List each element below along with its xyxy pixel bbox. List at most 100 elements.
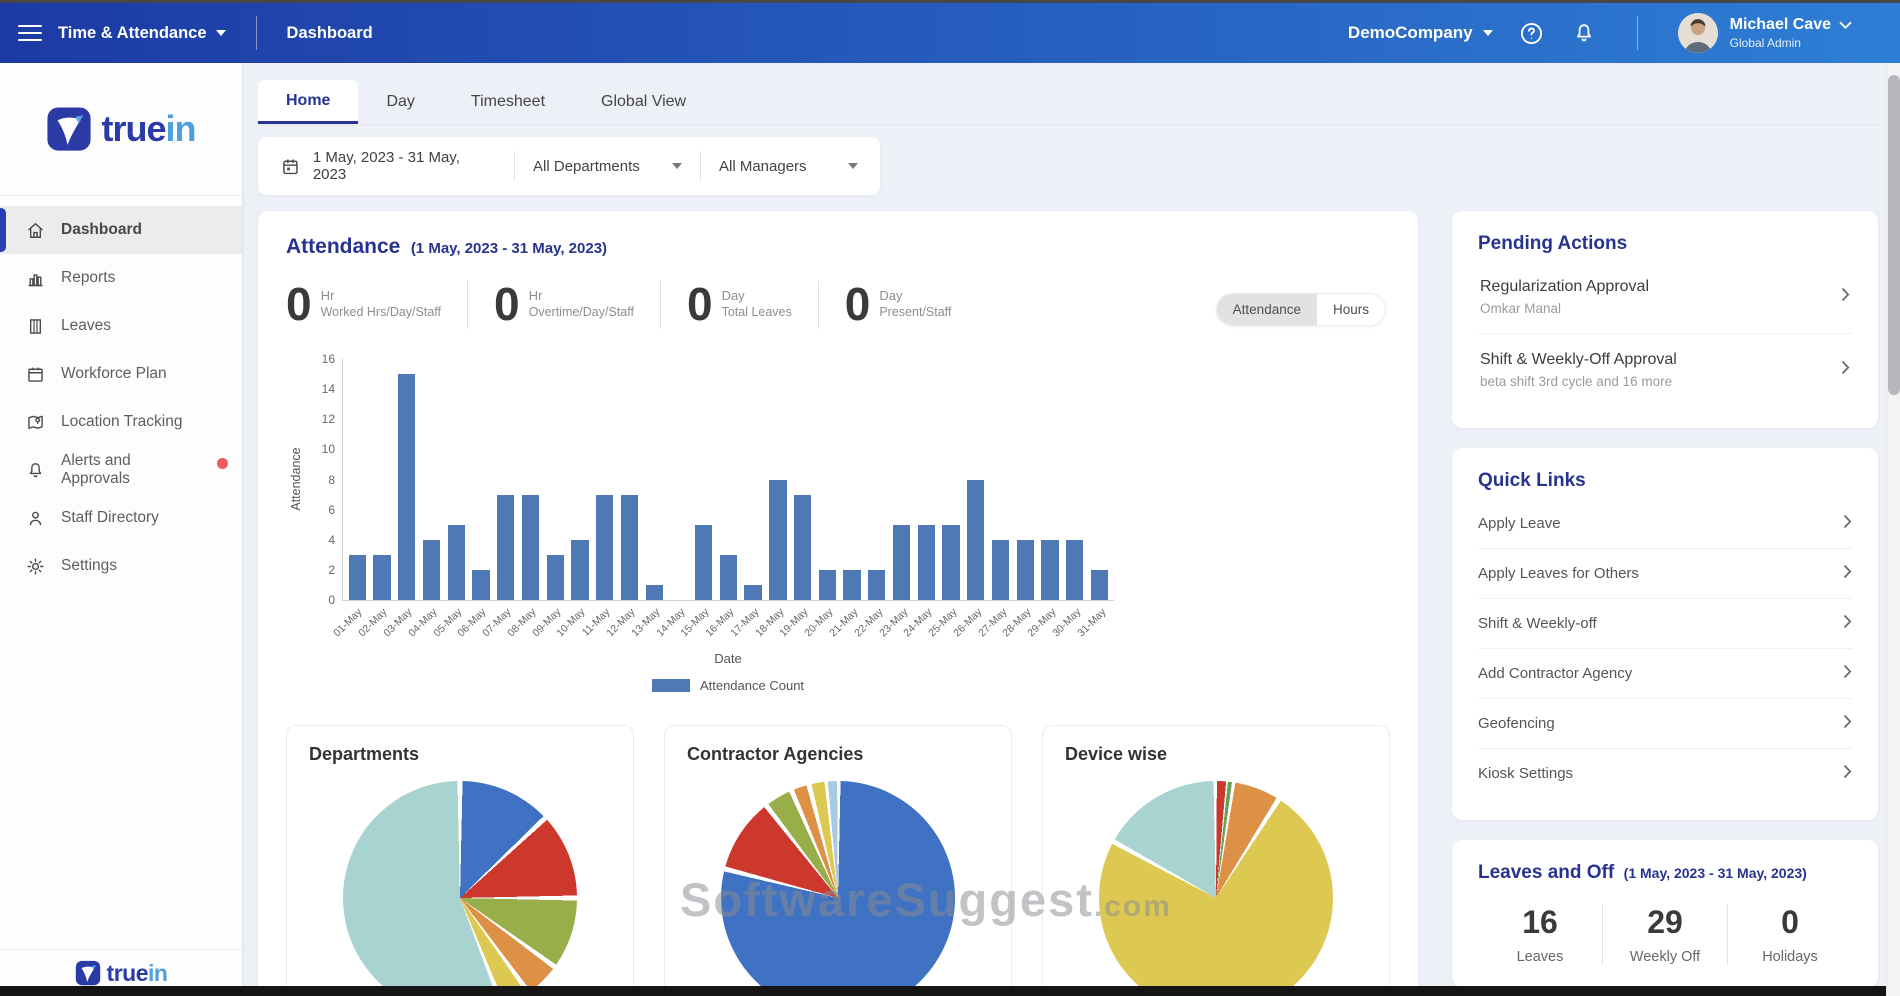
bar-slot [716, 359, 741, 600]
bar-24-May [917, 524, 935, 600]
sidebar-item-alerts-and-approvals[interactable]: Alerts and Approvals [0, 446, 242, 494]
hamburger-menu-icon[interactable] [18, 24, 42, 42]
pending-action-title: Regularization Approval [1480, 278, 1649, 295]
leaves-stat-value: 29 [1647, 904, 1683, 940]
bar-13-May [645, 584, 663, 600]
settings-gear-icon [25, 556, 46, 577]
notification-dot [217, 458, 228, 469]
leaves-and-off-card: Leaves and Off (1 May, 2023 - 31 May, 20… [1452, 840, 1878, 987]
bar-slot [988, 359, 1013, 600]
quick-link-kiosk-settings[interactable]: Kiosk Settings [1478, 748, 1852, 798]
pending-action-item[interactable]: Shift & Weekly-Off Approval beta shift 3r… [1478, 333, 1852, 406]
pie-card-device-wise: Device wise [1042, 725, 1390, 996]
x-axis-label: Date [714, 651, 742, 666]
leaves-stat-leaves: 16 Leaves [1478, 904, 1602, 965]
quick-link-geofencing[interactable]: Geofencing [1478, 698, 1852, 748]
quick-link-label: Geofencing [1478, 715, 1555, 732]
tab-timesheet[interactable]: Timesheet [470, 93, 546, 110]
truein-logo: truein [0, 63, 242, 195]
leaves-stat-value: 0 [1781, 904, 1799, 940]
chevron-right-icon [1841, 287, 1850, 307]
bar-06-May [472, 569, 490, 600]
notifications-bell-icon[interactable] [1571, 20, 1597, 46]
caret-down-icon [672, 163, 682, 169]
y-tick: 6 [328, 502, 335, 517]
tab-global-view[interactable]: Global View [601, 93, 687, 110]
company-selector[interactable]: DemoCompany [1348, 23, 1493, 43]
sidebar-item-workforce-plan[interactable]: Workforce Plan [0, 350, 242, 398]
stat-labels: Hr Overtime/Day/Staff [529, 283, 634, 319]
tab-day[interactable]: Day [386, 93, 415, 110]
right-column: Pending Actions Regularization Approval O… [1452, 211, 1878, 987]
quick-link-add-contractor-agency[interactable]: Add Contractor Agency [1478, 648, 1852, 698]
bar-21-May [843, 569, 861, 600]
sidebar-item-settings[interactable]: Settings [0, 542, 242, 590]
scrollbar-thumb[interactable] [1888, 75, 1900, 395]
managers-select-value: All Managers [719, 157, 807, 175]
chevron-right-icon [1843, 564, 1852, 583]
attendance-hours-toggle[interactable]: Attendance Hours [1215, 293, 1386, 326]
bar-18-May [769, 479, 787, 600]
y-axis-label: Attendance [289, 447, 303, 511]
quick-link-apply-leaves-for-others[interactable]: Apply Leaves for Others [1478, 548, 1852, 598]
home-icon [25, 220, 46, 241]
departments-select-value: All Departments [533, 157, 640, 175]
avatar [1677, 13, 1718, 53]
sidebar-item-leaves[interactable]: Leaves [0, 302, 242, 350]
bar-15-May [694, 524, 713, 600]
managers-select[interactable]: All Managers [719, 157, 859, 175]
pending-action-text: Regularization Approval Omkar Manal [1480, 278, 1649, 316]
sidebar-item-staff-directory[interactable]: Staff Directory [0, 494, 242, 542]
company-name: DemoCompany [1347, 23, 1473, 42]
x-tick: 31-May [1075, 606, 1109, 640]
profile-menu[interactable]: Michael Cave Global Admin [1677, 13, 1852, 53]
module-switcher[interactable]: Time & Attendance [58, 24, 226, 43]
sidebar-item-dashboard[interactable]: Dashboard [0, 206, 242, 254]
bar-slot [394, 359, 419, 600]
leaves-icon [25, 316, 46, 337]
stat-unit: Hr [528, 288, 543, 304]
help-icon[interactable] [1519, 20, 1545, 46]
bar-16-May [719, 554, 738, 600]
bar-slot [1038, 359, 1063, 600]
logo-text-secondary: in [148, 959, 168, 986]
chevron-right-icon [1841, 360, 1850, 380]
quick-link-apply-leave[interactable]: Apply Leave [1478, 498, 1852, 548]
bar-03-May [398, 374, 416, 600]
window-edge-strip [0, 0, 1900, 3]
y-tick: 2 [328, 562, 335, 577]
bar-slot [815, 359, 840, 600]
bar-22-May [868, 569, 886, 600]
y-tick: 16 [321, 352, 335, 366]
pie-card-title: Device wise [1065, 744, 1168, 764]
toggle-option-attendance[interactable]: Attendance [1216, 294, 1317, 325]
sidebar-item-reports[interactable]: Reports [0, 254, 242, 302]
chevron-right-icon [1843, 514, 1852, 533]
legend-label: Attendance Count [699, 678, 805, 693]
sidebar-item-location-tracking[interactable]: Location Tracking [0, 398, 242, 446]
attendance-card-subtitle: (1 May, 2023 - 31 May, 2023) [410, 240, 608, 257]
bar-25-May [942, 524, 960, 600]
tab-home[interactable]: Home [258, 80, 359, 124]
stat-divider [817, 281, 819, 329]
bar-slot [963, 359, 988, 600]
toggle-option-hours[interactable]: Hours [1332, 302, 1369, 317]
departments-select[interactable]: All Departments [533, 158, 682, 175]
quick-link-label: Apply Leaves for Others [1478, 565, 1639, 582]
bar-slot [741, 359, 766, 600]
date-range-picker[interactable]: 1 May, 2023 - 31 May, 2023 [280, 149, 496, 183]
y-tick: 14 [321, 382, 335, 397]
sidebar-item-label: Settings [61, 557, 118, 574]
y-tick: 8 [328, 472, 335, 487]
bar-slot [765, 359, 790, 600]
bar-02-May [373, 554, 391, 600]
pie-chart [1099, 781, 1333, 996]
sidebar-item-label: Workforce Plan [61, 365, 167, 382]
attendance-card-title: Attendance [286, 235, 401, 258]
quick-links-title: Quick Links [1478, 470, 1586, 491]
chevron-down-icon [1839, 21, 1852, 29]
pending-action-item[interactable]: Regularization Approval Omkar Manal [1478, 261, 1852, 333]
quick-link-shift-weekly-off[interactable]: Shift & Weekly-off [1478, 598, 1852, 648]
stat-value: 0 [494, 278, 520, 331]
location-icon [25, 412, 46, 433]
